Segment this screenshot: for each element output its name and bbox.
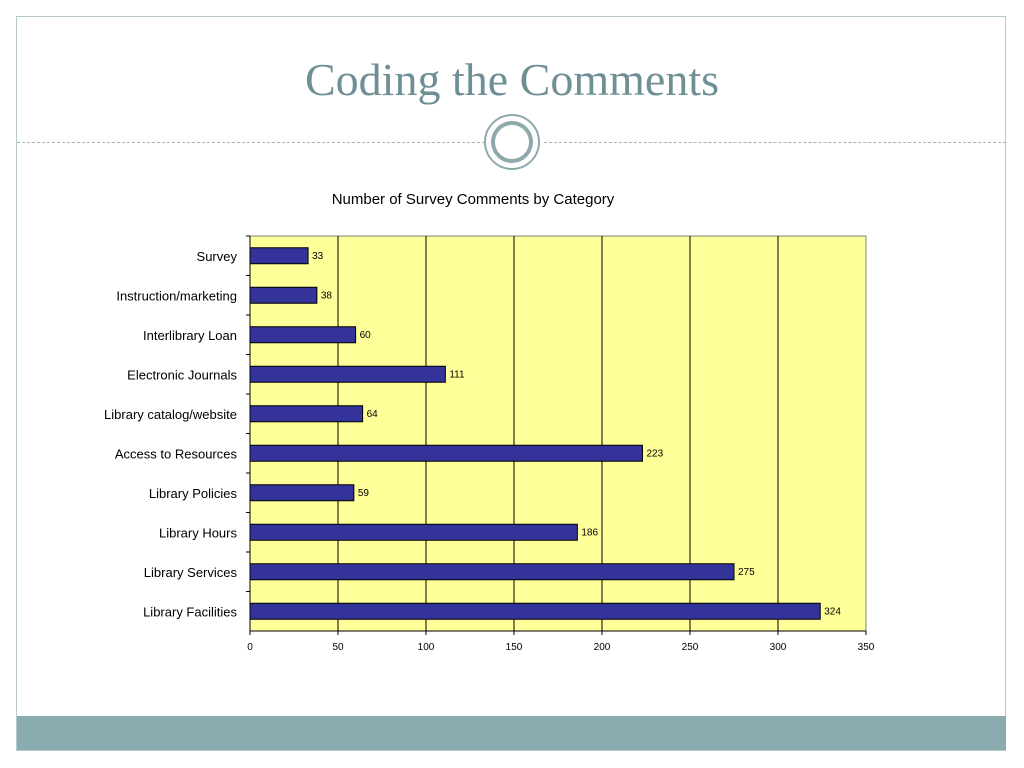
data-label: 33 [312, 251, 324, 262]
bar [249, 286, 318, 304]
data-label: 186 [581, 527, 598, 538]
bar [249, 247, 309, 265]
x-tick-label: 200 [594, 642, 611, 653]
category-label: Library Services [144, 565, 238, 580]
data-label: 223 [646, 448, 663, 459]
slide-title: Coding the Comments [305, 54, 719, 105]
x-tick-label: 0 [247, 642, 253, 653]
chart-title: Number of Survey Comments by Category [332, 191, 615, 208]
title-divider-right [544, 142, 1006, 143]
bar [249, 326, 357, 344]
circle-ornament-inner [491, 121, 533, 163]
bar [249, 484, 355, 502]
x-tick-label: 50 [332, 642, 344, 653]
data-label: 38 [321, 290, 333, 301]
data-label: 324 [824, 606, 841, 617]
category-label: Survey [197, 249, 238, 264]
category-label: Library Facilities [143, 604, 237, 619]
category-label: Electronic Journals [127, 367, 237, 382]
category-label: Interlibrary Loan [143, 328, 237, 343]
bar [249, 365, 446, 383]
data-label: 59 [358, 488, 370, 499]
circle-ornament-icon [484, 114, 540, 170]
category-label: Library Policies [149, 486, 238, 501]
data-label: 64 [367, 409, 379, 420]
bar [249, 602, 821, 620]
footer-bar [17, 716, 1006, 750]
data-label: 275 [738, 567, 755, 578]
category-label: Library Hours [159, 525, 238, 540]
category-label: Library catalog/website [104, 407, 237, 422]
title-divider-left [17, 142, 485, 143]
x-tick-label: 150 [506, 642, 523, 653]
category-label: Access to Resources [115, 446, 238, 461]
category-label: Instruction/marketing [116, 288, 237, 303]
data-label: 111 [449, 369, 465, 380]
bar [249, 405, 364, 423]
x-tick-label: 100 [418, 642, 435, 653]
data-label: 60 [360, 330, 372, 341]
x-tick-label: 350 [858, 642, 875, 653]
bar [249, 523, 578, 541]
plot-area: 0 50 100 150 200 250 300 350 Survey 33 Instruction… [104, 235, 875, 653]
bar [249, 444, 643, 462]
bar [249, 563, 735, 581]
x-tick-label: 250 [682, 642, 699, 653]
x-tick-label: 300 [770, 642, 787, 653]
